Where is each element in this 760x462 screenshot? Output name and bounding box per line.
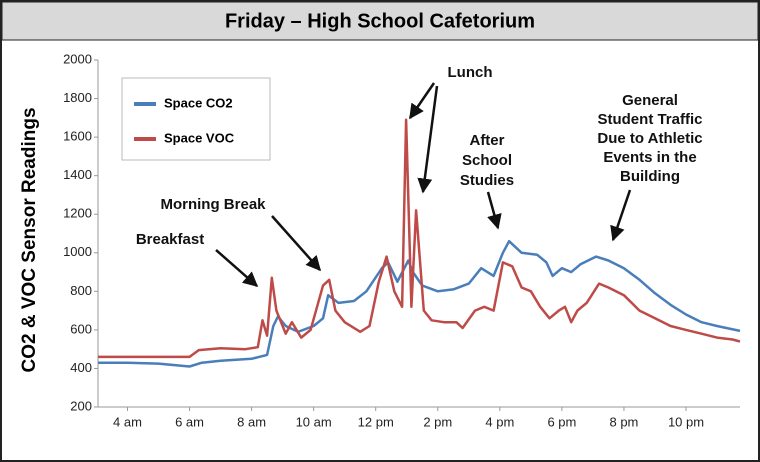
y-tick-label: 1800 [63, 90, 92, 105]
x-tick-label: 8 pm [609, 414, 638, 429]
chart-title: Friday – High School Cafetorium [225, 10, 535, 32]
annotation: After [469, 132, 504, 149]
title-bar [1, 1, 759, 41]
y-tick-label: 1200 [63, 206, 92, 221]
annotation: Lunch [448, 64, 493, 81]
legend-box [121, 77, 271, 161]
arrow [271, 215, 321, 272]
annotation: Breakfast [136, 231, 204, 248]
y-tick-label: 1000 [63, 244, 92, 259]
arrow [486, 191, 502, 230]
x-tick-label: 12 pm [358, 414, 394, 429]
annotation: Student Traffic [597, 111, 702, 128]
annotation: Studies [460, 172, 514, 189]
y-tick-label: 400 [70, 360, 92, 375]
arrow [215, 249, 259, 287]
x-tick-label: 6 am [175, 414, 204, 429]
arrow [610, 189, 632, 242]
arrow [417, 85, 439, 194]
x-tick-label: 10 pm [668, 414, 704, 429]
arrow [408, 82, 436, 120]
annotation: Morning Break [160, 196, 266, 213]
y-axis-label: CO2 & VOC Sensor Readings [19, 107, 40, 372]
y-tick-label: 1600 [63, 129, 92, 144]
legend-label: Space VOC [164, 130, 235, 145]
x-tick-label: 8 am [237, 414, 266, 429]
y-tick-label: 1400 [63, 167, 92, 182]
annotation: School [462, 152, 512, 169]
arrows [215, 82, 632, 287]
y-tick-label: 800 [70, 283, 92, 298]
y-tick-label: 200 [70, 398, 92, 413]
x-tick-label: 4 am [113, 414, 142, 429]
series-line [98, 239, 741, 368]
x-tick-label: 2 pm [423, 414, 452, 429]
x-tick-label: 4 pm [485, 414, 514, 429]
x-tick-label: 6 pm [547, 414, 576, 429]
series-line [98, 118, 741, 359]
y-tick-label: 600 [70, 321, 92, 336]
annotation: General [622, 92, 678, 109]
annotation: Due to Athletic [597, 130, 702, 147]
annotation: Events in the [603, 149, 696, 166]
x-tick-label: 10 am [296, 414, 332, 429]
legend-label: Space CO2 [164, 95, 233, 110]
annotation: Building [620, 168, 680, 185]
y-tick-label: 2000 [63, 51, 92, 66]
